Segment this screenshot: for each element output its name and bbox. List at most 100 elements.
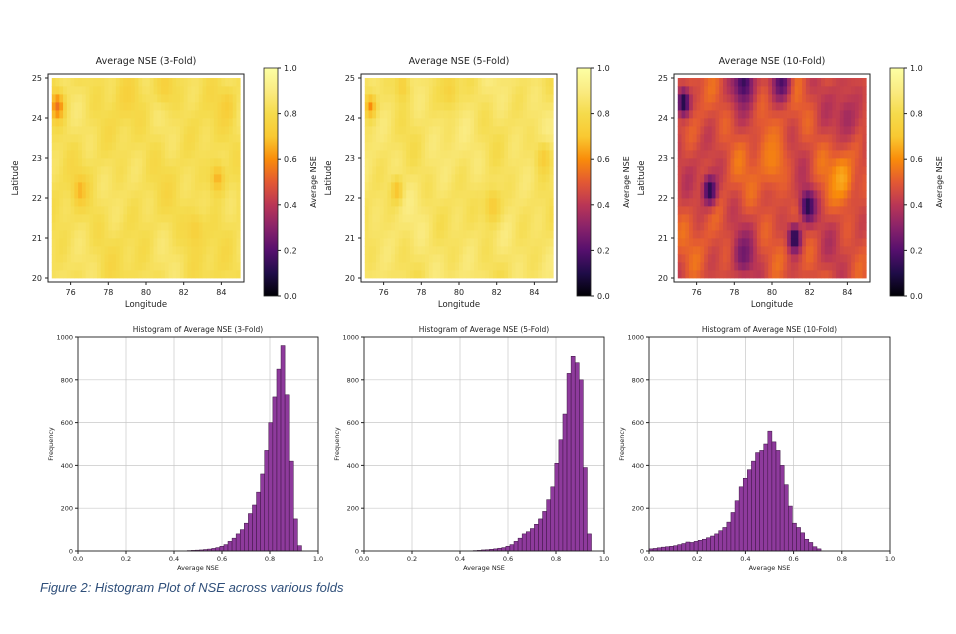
heatmap-cell: [832, 102, 837, 111]
heatmap-cell: [413, 254, 418, 263]
heatmap-cell: [821, 246, 826, 255]
heatmap-cell: [496, 262, 501, 271]
heatmap-cell: [485, 102, 490, 111]
heatmap-cell: [383, 206, 388, 215]
heatmap-cell: [749, 254, 754, 263]
heatmap-cell: [119, 206, 124, 215]
heatmap-cell: [157, 254, 162, 263]
heatmap-cell: [176, 222, 181, 231]
heatmap-cell: [228, 246, 234, 255]
heatmap-cell: [775, 206, 780, 215]
heatmap-cell: [410, 166, 415, 175]
heatmap-cell: [85, 262, 90, 271]
heatmap-cell: [764, 246, 769, 255]
heatmap-cell: [221, 206, 226, 215]
heatmap-cell: [508, 270, 513, 279]
heatmap-cell: [794, 190, 799, 199]
heatmap-cell: [172, 174, 177, 183]
heatmap-cell: [541, 174, 547, 183]
heatmap-cell: [541, 246, 547, 255]
heatmap-cell: [817, 78, 822, 87]
heatmap-cell: [187, 150, 192, 159]
heatmap-cell: [161, 222, 166, 231]
heatmap-cell: [715, 206, 720, 215]
heatmap-cell: [756, 230, 762, 239]
heatmap-cell: [372, 134, 377, 143]
heatmap-cell: [854, 182, 860, 191]
heatmap-cell: [236, 190, 241, 199]
heatmap-cell: [681, 94, 686, 103]
heatmap-cell: [783, 102, 788, 111]
heatmap-cell: [504, 126, 509, 135]
heatmap-cell: [523, 254, 528, 263]
heatmap-cell: [191, 246, 196, 255]
x-tick-label: 0.6: [503, 555, 513, 563]
heatmap-cell: [74, 94, 79, 103]
heatmap-cell: [821, 110, 826, 119]
x-axis-label: Longitude: [751, 300, 793, 310]
heatmap-cell: [376, 246, 381, 255]
heatmap-cell: [851, 222, 856, 231]
heatmap-cell: [817, 150, 822, 159]
heatmap-cell: [836, 270, 841, 279]
histogram-bar: [677, 544, 683, 552]
heatmap-cell: [832, 110, 837, 119]
heatmap-cell: [210, 94, 215, 103]
heatmap-cell: [794, 174, 799, 183]
heatmap-cell: [451, 270, 456, 279]
heatmap-cell: [115, 110, 121, 119]
heatmap-cell: [379, 166, 385, 175]
heatmap-cell: [847, 254, 852, 263]
histogram-bar: [730, 512, 736, 552]
heatmap-cell: [398, 86, 403, 95]
heatmap-cell: [176, 118, 181, 127]
heatmap-cell: [183, 214, 188, 223]
heatmap-cell: [138, 78, 143, 87]
heatmap-cell: [523, 94, 528, 103]
histogram-chart-3: Histogram of Average NSE (10-Fold)0.0 0.2…: [618, 325, 895, 572]
heatmap-cell: [436, 198, 441, 207]
heatmap-cell: [202, 198, 207, 207]
heatmap-cell: [526, 262, 532, 271]
heatmap-cell: [738, 142, 743, 151]
heatmap-cell: [81, 94, 87, 103]
heatmap-cell: [138, 206, 143, 215]
heatmap-cell: [459, 102, 464, 111]
heatmap-cell: [421, 254, 426, 263]
heatmap-cell: [496, 238, 501, 247]
heatmap-cell: [213, 86, 219, 95]
heatmap-cell: [764, 110, 769, 119]
heatmap-cell: [428, 262, 434, 271]
heatmap-cell: [500, 150, 505, 159]
heatmap-cell: [406, 198, 411, 207]
heatmap-cell: [130, 118, 136, 127]
heatmap-cell: [704, 94, 709, 103]
heatmap-cell: [836, 94, 841, 103]
heatmap-cell: [376, 118, 381, 127]
heatmap-cell: [738, 182, 743, 191]
heatmap-cell: [210, 262, 215, 271]
colorbar-tick-label: 0.8: [284, 110, 297, 119]
heatmap-cell: [93, 182, 98, 191]
heatmap-cell: [764, 102, 769, 111]
heatmap-cell: [768, 166, 773, 175]
heatmap-cell: [526, 166, 532, 175]
heatmap-cell: [123, 134, 128, 143]
heatmap-cell: [119, 142, 124, 151]
heatmap-cell: [138, 174, 143, 183]
heatmap-cell: [210, 206, 215, 215]
heatmap-cell: [236, 262, 241, 271]
heatmap-cell: [432, 262, 437, 271]
heatmap-cell: [74, 190, 79, 199]
heatmap-cell: [179, 270, 185, 279]
heatmap-cell: [66, 150, 72, 159]
heatmap-cell: [146, 254, 151, 263]
heatmap-cell: [696, 158, 701, 167]
heatmap-cell: [179, 246, 185, 255]
heatmap-cell: [530, 118, 535, 127]
chart-title: Average NSE (3-Fold): [96, 56, 197, 67]
heatmap-cell: [685, 198, 690, 207]
heatmap-cell: [443, 254, 449, 263]
heatmap-cell: [741, 166, 747, 175]
heatmap-cell: [756, 126, 762, 135]
